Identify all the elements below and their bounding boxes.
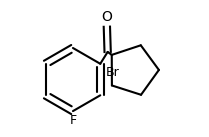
Text: Br: Br (106, 66, 119, 79)
Text: O: O (101, 10, 112, 24)
Text: F: F (69, 114, 76, 127)
